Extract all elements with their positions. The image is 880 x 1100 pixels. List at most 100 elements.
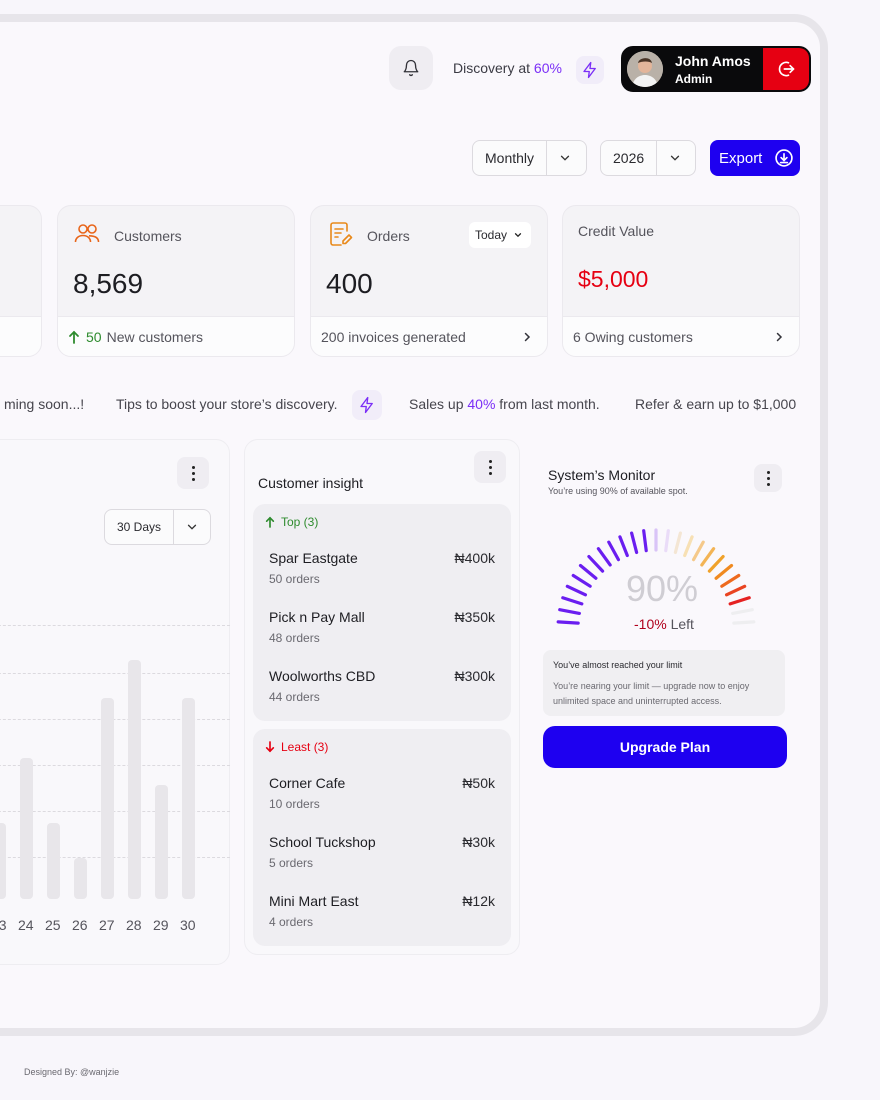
orders-footer-link[interactable]: 200 invoices generated xyxy=(311,316,547,356)
chart-bar xyxy=(73,858,87,899)
least-customers-group: Least (3) Corner Cafe 10 orders ₦50k Sch… xyxy=(253,729,511,946)
user-name: John Amos xyxy=(675,53,751,69)
gauge-tick xyxy=(731,608,754,615)
ticker-item: Refer & earn up to $1,000 xyxy=(635,396,797,412)
list-item[interactable]: Spar Eastgate 50 orders ₦400k xyxy=(269,550,495,586)
gauge-tick xyxy=(618,535,629,558)
boost-button[interactable] xyxy=(576,56,604,84)
chart-bar xyxy=(181,698,195,899)
chart-bar xyxy=(154,785,168,899)
gauge-tick xyxy=(724,584,747,597)
year-value: 2026 xyxy=(601,141,658,175)
limit-title: You’ve almost reached your limit xyxy=(553,660,683,670)
card-title: Credit Value xyxy=(578,223,655,239)
credit-footer-link[interactable]: 6 Owing customers xyxy=(563,316,799,356)
stat-card-customers: Customers 8,569 50 New customers xyxy=(57,205,295,357)
gauge-tick xyxy=(565,584,588,597)
gauge-tick xyxy=(673,531,682,555)
stat-card-partial xyxy=(0,205,42,357)
export-button[interactable]: Export xyxy=(710,140,800,176)
gauge-tick xyxy=(607,540,621,562)
download-icon xyxy=(775,149,794,167)
gauge-tick xyxy=(714,563,734,580)
monitor-subtitle: You’re using 90% of available spot. xyxy=(548,486,688,496)
dashboard-frame: Discovery at 60% John Amos Admin Monthly… xyxy=(0,14,828,1036)
bar-chart xyxy=(0,595,230,899)
x-tick-label: 23 xyxy=(0,917,7,933)
notification-bell-button[interactable] xyxy=(389,46,433,90)
discovery-status: Discovery at 60% xyxy=(453,60,562,76)
list-item[interactable]: Mini Mart East 4 orders ₦12k xyxy=(269,893,495,929)
logout-button[interactable] xyxy=(763,48,809,90)
limit-warning: You’ve almost reached your limit You’re … xyxy=(543,650,785,716)
user-profile[interactable]: John Amos Admin xyxy=(621,46,811,92)
period-value: Monthly xyxy=(473,141,548,175)
gauge-tick xyxy=(664,529,670,553)
period-select[interactable]: Monthly xyxy=(472,140,587,176)
year-select[interactable]: 2026 xyxy=(600,140,696,176)
x-tick-label: 27 xyxy=(99,917,115,933)
card-title: Orders xyxy=(367,228,410,244)
arrow-down-icon xyxy=(265,741,275,753)
top-customers-group: Top (3) Spar Eastgate 50 orders ₦400k Pi… xyxy=(253,504,511,721)
upgrade-label: Upgrade Plan xyxy=(619,739,711,755)
list-item[interactable]: Pick n Pay Mall 48 orders ₦350k xyxy=(269,609,495,645)
invoice-edit-icon xyxy=(330,222,353,246)
insight-title: Customer insight xyxy=(258,475,364,491)
new-customers-label: New customers xyxy=(106,328,204,345)
usage-gauge xyxy=(556,528,756,625)
chevron-down-icon xyxy=(657,141,693,175)
stat-card-orders: Orders Today 400 200 invoices generated xyxy=(310,205,548,357)
export-label: Export xyxy=(719,149,763,167)
range-select[interactable]: 30 Days xyxy=(104,509,211,545)
least-label: Least (3) xyxy=(265,740,328,754)
designer-credit: Designed By: @wanjzie xyxy=(24,1067,120,1077)
chevron-right-icon xyxy=(776,332,783,341)
chevron-down-icon xyxy=(547,141,583,175)
upgrade-plan-button[interactable]: Upgrade Plan xyxy=(543,726,787,768)
chart-bar xyxy=(19,758,33,899)
chart-menu-button[interactable] xyxy=(177,457,209,489)
logout-icon xyxy=(778,61,795,77)
list-item[interactable]: Woolworths CBD 44 orders ₦300k xyxy=(269,668,495,704)
x-tick-label: 29 xyxy=(153,917,169,933)
gauge-value: 90% xyxy=(626,568,699,609)
avatar xyxy=(627,51,663,87)
gauge-tick xyxy=(571,573,592,588)
orders-filter-select[interactable]: Today xyxy=(469,222,531,248)
x-tick-label: 24 xyxy=(18,917,34,933)
orders-value: 400 xyxy=(326,268,373,299)
limit-text: You’re nearing your limit — upgrade now … xyxy=(553,681,750,706)
monitor-title: System’s Monitor xyxy=(548,467,656,483)
ticker-item: Tips to boost your store’s discovery. xyxy=(116,396,338,412)
gauge-tick xyxy=(558,608,581,615)
x-tick-label: 26 xyxy=(72,917,88,933)
x-tick-label: 28 xyxy=(126,917,142,933)
users-icon xyxy=(74,224,100,243)
gauge-tick xyxy=(691,540,705,562)
gauge-tick xyxy=(596,547,612,567)
gauge-tick xyxy=(587,554,605,573)
gauge-tick xyxy=(556,620,580,625)
bell-icon xyxy=(403,59,419,77)
new-customers-count: 50 xyxy=(86,328,102,345)
card-footer: 50 New customers xyxy=(58,316,294,356)
list-item[interactable]: School Tuckshop 5 orders ₦30k xyxy=(269,834,495,870)
ticker-item: ming soon...! xyxy=(4,396,85,412)
gauge-tick xyxy=(642,529,648,553)
list-item[interactable]: Corner Cafe 10 orders ₦50k xyxy=(269,775,495,811)
insight-menu-button[interactable] xyxy=(474,451,506,483)
chart-bar xyxy=(0,823,6,899)
gauge-tick xyxy=(720,573,741,588)
ticker-item: Sales up 40% from last month. xyxy=(409,396,600,412)
gauge-tick xyxy=(578,563,598,580)
chart-bar xyxy=(46,823,60,899)
range-value: 30 Days xyxy=(105,510,175,544)
bolt-icon xyxy=(583,61,596,79)
x-tick-label: 30 xyxy=(180,917,196,933)
monitor-menu-button[interactable] xyxy=(754,464,782,492)
gauge-tick xyxy=(700,547,716,567)
arrow-up-icon xyxy=(265,516,275,528)
discovery-percent: 60% xyxy=(533,60,562,76)
gauge-tick xyxy=(683,535,694,558)
